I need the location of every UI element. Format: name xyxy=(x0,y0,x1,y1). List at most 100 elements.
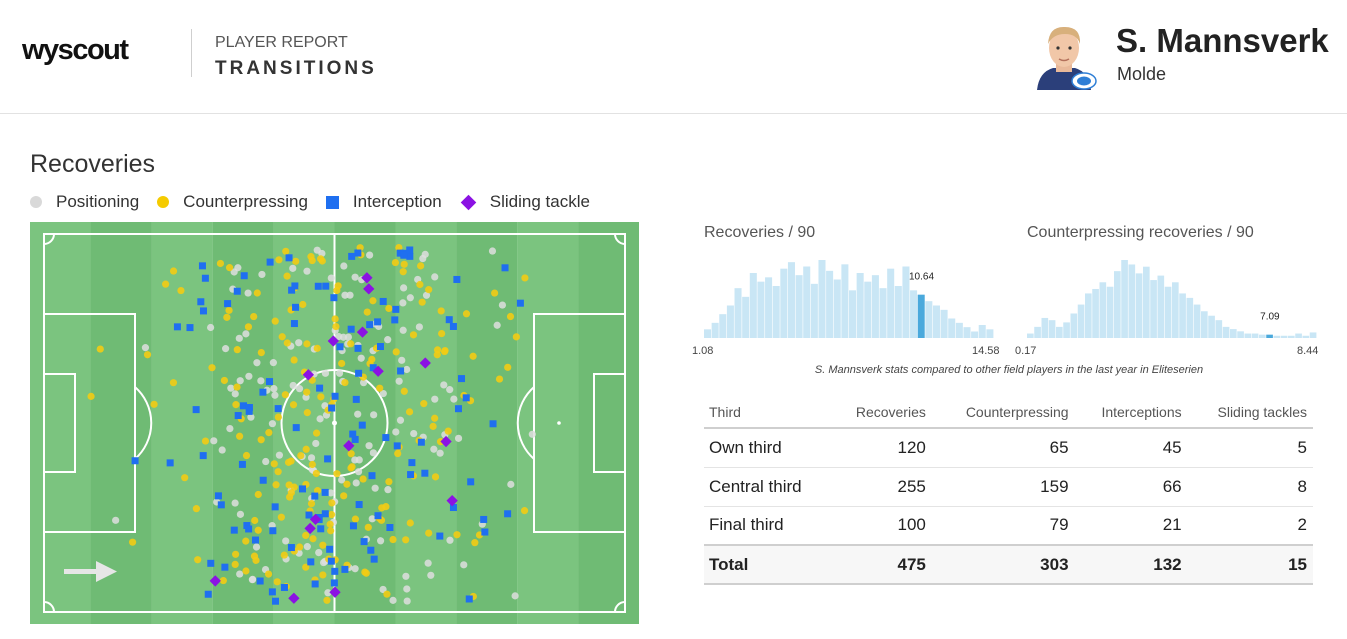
counter-marker xyxy=(275,256,283,264)
counter-marker xyxy=(431,414,439,422)
histogram-counterpressing: 7.09 xyxy=(1027,260,1317,338)
position-marker xyxy=(446,386,454,394)
position-marker xyxy=(440,381,448,389)
interception-marker xyxy=(370,555,378,563)
position-marker xyxy=(262,457,270,466)
interception-marker xyxy=(197,298,205,306)
position-marker xyxy=(493,321,501,329)
legend-label: Positioning xyxy=(56,192,140,211)
counter-marker xyxy=(319,541,327,549)
table-cell: Final third xyxy=(704,506,833,546)
tackle-marker xyxy=(372,365,384,377)
histogram-bar xyxy=(749,273,757,338)
interception-marker xyxy=(379,297,387,305)
interception-marker xyxy=(322,282,330,290)
table-cell: 65 xyxy=(931,428,1075,468)
counter-marker xyxy=(313,487,322,495)
counter-marker xyxy=(236,432,244,440)
counter-marker xyxy=(491,289,499,297)
histogram-bar xyxy=(1230,329,1237,338)
histogram-bar xyxy=(1114,271,1121,338)
histogram-bar xyxy=(803,266,811,338)
histogram-bar xyxy=(826,270,834,338)
counter-marker xyxy=(307,499,316,508)
interception-marker xyxy=(351,435,359,443)
position-marker xyxy=(245,372,253,380)
recoveries-pitch-map xyxy=(30,222,640,624)
histogram-bar xyxy=(955,322,963,338)
interception-marker xyxy=(266,258,274,266)
interception-marker xyxy=(259,388,267,396)
interception-marker xyxy=(131,457,139,465)
counter-marker xyxy=(402,536,410,544)
counter-marker xyxy=(273,578,281,586)
counter-marker xyxy=(289,401,298,409)
counter-marker xyxy=(292,257,300,265)
interception-marker xyxy=(207,559,215,567)
interception-marker xyxy=(436,532,444,540)
interception-marker xyxy=(238,460,246,468)
position-marker xyxy=(324,589,332,597)
interception-marker xyxy=(224,300,232,308)
interception-marker xyxy=(406,246,414,254)
legend-label: Counterpressing xyxy=(183,192,308,211)
position-marker xyxy=(498,301,507,309)
interception-marker xyxy=(369,364,377,372)
interception-marker xyxy=(458,375,466,383)
interception-marker xyxy=(240,272,248,280)
histogram-bar xyxy=(1128,264,1136,338)
counter-marker xyxy=(319,571,327,579)
counter-marker xyxy=(150,400,158,408)
tackle-marker xyxy=(302,369,315,381)
position-marker xyxy=(340,262,348,270)
position-marker xyxy=(370,411,378,419)
position-marker xyxy=(371,484,379,492)
histogram-bar xyxy=(1222,326,1230,338)
position-marker xyxy=(210,437,218,445)
player-name: S. Mannsverk xyxy=(1116,22,1329,59)
interception-marker xyxy=(317,525,325,533)
tackle-marker xyxy=(440,435,452,448)
interception-marker xyxy=(465,595,473,603)
interception-marker xyxy=(374,318,382,326)
position-marker xyxy=(303,543,311,551)
histogram-bar xyxy=(1302,335,1310,338)
histogram-bar xyxy=(765,277,773,338)
counter-marker xyxy=(333,470,341,478)
position-marker xyxy=(395,377,403,385)
interception-marker xyxy=(480,515,488,523)
position-marker xyxy=(357,354,365,362)
counter-marker xyxy=(363,308,371,316)
histogram-bar xyxy=(795,275,803,338)
tackle-marker xyxy=(304,522,316,535)
counter-marker xyxy=(282,247,290,255)
counter-marker xyxy=(471,539,479,547)
map-legend: Positioning Counterpressing Interception… xyxy=(30,190,608,214)
histogram-bar xyxy=(902,266,910,338)
histogram-bar xyxy=(1201,311,1208,338)
position-marker xyxy=(403,585,411,593)
position-marker xyxy=(410,429,418,438)
histogram-bar xyxy=(894,286,902,338)
interception-marker xyxy=(382,434,390,442)
counter-marker xyxy=(323,596,331,604)
counter-marker xyxy=(392,348,400,356)
interception-marker xyxy=(341,565,349,573)
table-cell: 45 xyxy=(1074,428,1188,468)
position-marker xyxy=(236,510,245,518)
position-marker xyxy=(327,489,335,497)
histogram-bar xyxy=(963,327,971,338)
counter-marker xyxy=(347,450,355,458)
interception-marker xyxy=(489,420,497,428)
interception-marker xyxy=(408,459,416,467)
histogram-bar xyxy=(1208,315,1215,338)
histogram-bar xyxy=(1273,335,1281,338)
counter-marker xyxy=(331,315,339,323)
position-marker xyxy=(207,323,215,332)
interception-marker xyxy=(221,563,229,571)
counter-marker xyxy=(309,535,317,543)
interception-marker xyxy=(327,557,335,565)
interception-marker xyxy=(274,405,282,413)
counter-marker xyxy=(356,244,364,252)
histogram-bar xyxy=(1085,293,1092,338)
